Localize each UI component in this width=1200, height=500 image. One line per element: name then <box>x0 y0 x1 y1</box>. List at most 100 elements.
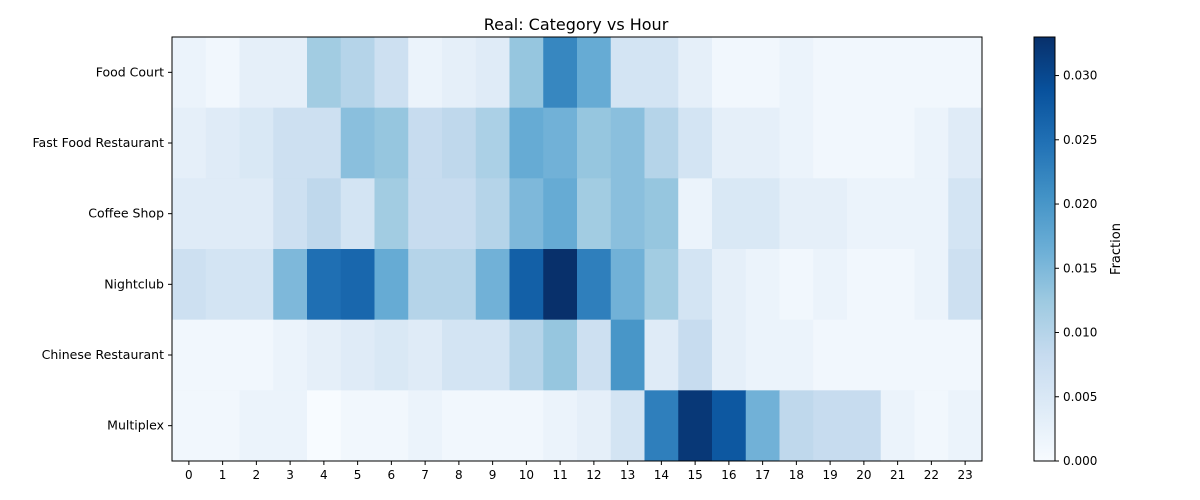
heatmap-cell <box>340 178 375 250</box>
heatmap-cell <box>745 390 780 462</box>
heatmap-cell <box>543 107 578 179</box>
heatmap-cell <box>914 37 949 109</box>
x-tick-label: 9 <box>489 468 497 482</box>
x-tick-label: 6 <box>388 468 396 482</box>
x-tick-label: 22 <box>924 468 939 482</box>
x-tick-label: 3 <box>286 468 294 482</box>
heatmap-cell <box>442 37 477 109</box>
heatmap-cell <box>644 107 679 179</box>
colorbar-label: Fraction <box>1109 223 1124 275</box>
heatmap-cell <box>408 390 443 462</box>
heatmap-cell <box>442 178 477 250</box>
heatmap-cell <box>374 37 409 109</box>
heatmap-cell <box>644 390 679 462</box>
heatmap-cell <box>475 37 510 109</box>
x-tick-label: 0 <box>185 468 193 482</box>
colorbar-tick-label: 0.005 <box>1063 390 1097 404</box>
heatmap-cell <box>610 178 645 250</box>
colorbar-tick-label: 0.015 <box>1063 261 1097 275</box>
heatmap-cell <box>205 37 240 109</box>
heatmap-cell <box>475 249 510 321</box>
heatmap-cell <box>914 178 949 250</box>
heatmap-cell <box>408 107 443 179</box>
colorbar <box>1033 36 1056 462</box>
heatmap-cell <box>543 319 578 391</box>
heatmap-cell <box>847 390 882 462</box>
heatmap-cell <box>880 178 915 250</box>
heatmap-cell <box>948 319 983 391</box>
heatmap-cell <box>273 390 308 462</box>
heatmap-cell <box>273 319 308 391</box>
heatmap-cell <box>678 390 713 462</box>
x-tick-label: 10 <box>519 468 534 482</box>
heatmap-cell <box>273 37 308 109</box>
heatmap-cell <box>779 37 814 109</box>
heatmap-cell <box>374 319 409 391</box>
heatmap-cell <box>340 249 375 321</box>
heatmap-cell <box>712 319 747 391</box>
heatmap-cell <box>239 319 274 391</box>
heatmap-cell <box>205 249 240 321</box>
heatmap-cell <box>644 249 679 321</box>
heatmap-cell <box>273 107 308 179</box>
colorbar-tick-label: 0.010 <box>1063 326 1097 340</box>
heatmap-cell <box>847 37 882 109</box>
heatmap-cell <box>577 37 612 109</box>
heatmap-cell <box>779 107 814 179</box>
heatmap-frame <box>171 36 983 462</box>
colorbar-tick-label: 0.000 <box>1063 454 1097 468</box>
heatmap-cell <box>745 107 780 179</box>
heatmap-cell <box>948 178 983 250</box>
x-tick-label: 4 <box>320 468 328 482</box>
heatmap-cell <box>577 319 612 391</box>
colorbar-tick-label: 0.025 <box>1063 133 1097 147</box>
heatmap-cell <box>880 390 915 462</box>
heatmap-cell <box>712 249 747 321</box>
heatmap-cell <box>813 319 848 391</box>
y-tick-label: Nightclub <box>104 276 164 291</box>
heatmap-cell <box>543 249 578 321</box>
heatmap-cell <box>678 37 713 109</box>
heatmap-cell <box>779 178 814 250</box>
x-tick-label: 11 <box>552 468 567 482</box>
x-tick-label: 2 <box>253 468 261 482</box>
y-tick-label: Chinese Restaurant <box>42 347 164 362</box>
heatmap-cell <box>239 249 274 321</box>
heatmap-cell <box>948 390 983 462</box>
heatmap-cell <box>847 249 882 321</box>
heatmap-cell <box>610 249 645 321</box>
heatmap-cell <box>273 178 308 250</box>
x-tick-label: 14 <box>654 468 669 482</box>
heatmap-cell <box>644 319 679 391</box>
heatmap-cell <box>914 390 949 462</box>
heatmap-cell <box>273 249 308 321</box>
heatmap-cell <box>205 178 240 250</box>
heatmap-cell <box>408 178 443 250</box>
heatmap-cell <box>813 178 848 250</box>
heatmap-cell <box>442 107 477 179</box>
heatmap-cell <box>509 249 544 321</box>
x-tick-label: 23 <box>957 468 972 482</box>
heatmap-cell <box>779 390 814 462</box>
heatmap-cell <box>475 178 510 250</box>
heatmap-cell <box>712 107 747 179</box>
heatmap-cell <box>307 178 342 250</box>
heatmap-cell <box>610 107 645 179</box>
x-tick-label: 16 <box>721 468 736 482</box>
heatmap-cell <box>340 107 375 179</box>
heatmap-cell <box>475 390 510 462</box>
heatmap-cell <box>914 319 949 391</box>
heatmap-cell <box>172 107 207 179</box>
heatmap-cell <box>239 107 274 179</box>
heatmap-cell <box>374 249 409 321</box>
heatmap-cell <box>340 37 375 109</box>
heatmap-cell <box>880 37 915 109</box>
heatmap-cell <box>172 178 207 250</box>
heatmap-cell <box>374 178 409 250</box>
heatmap-cell <box>745 249 780 321</box>
heatmap-cell <box>678 107 713 179</box>
colorbar-tick-label: 0.030 <box>1063 69 1097 83</box>
heatmap-cell <box>577 390 612 462</box>
x-tick-label: 1 <box>219 468 227 482</box>
x-tick-label: 13 <box>620 468 635 482</box>
